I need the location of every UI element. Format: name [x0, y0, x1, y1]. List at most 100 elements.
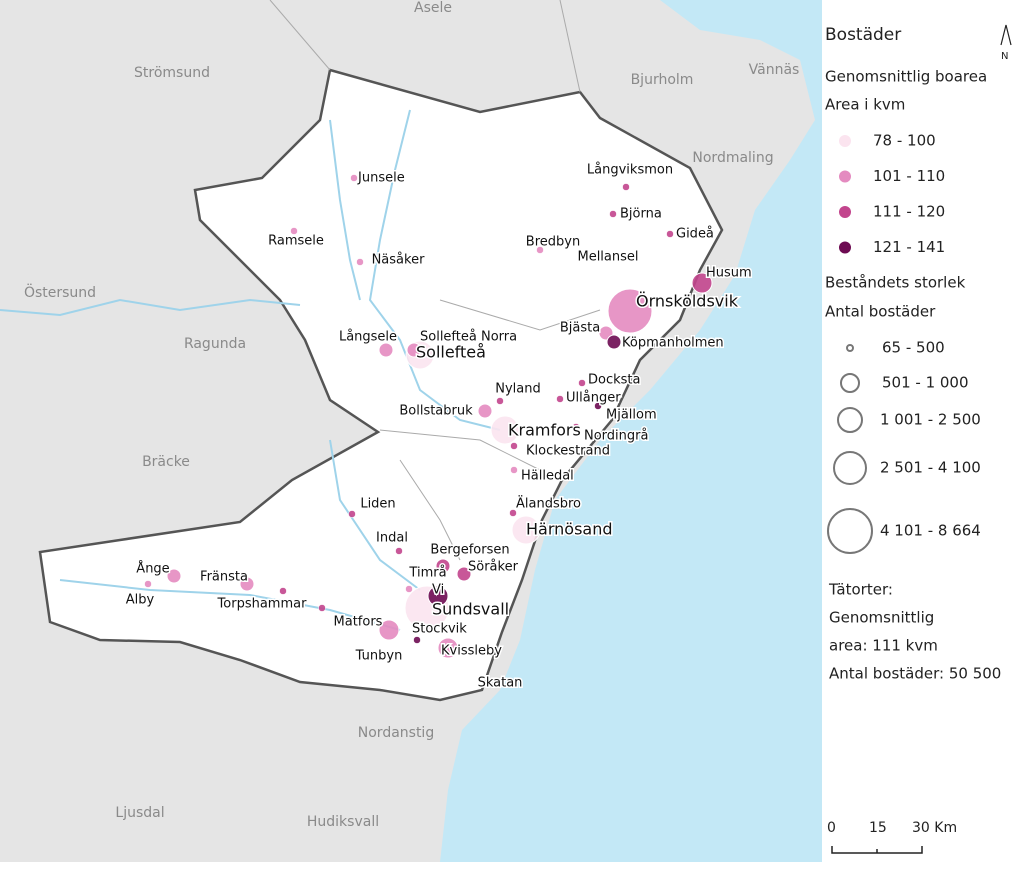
settlement-marker — [691, 272, 713, 294]
settlement-label: Fränsta — [200, 570, 248, 585]
settlement-label: Alby — [126, 593, 155, 608]
settlement-label: Timrå — [408, 566, 446, 581]
legend-label: 501 - 1 000 — [882, 374, 969, 392]
settlement-label: Köpmanholmen — [622, 336, 724, 351]
settlement-marker — [509, 509, 517, 517]
north-label: N — [1001, 51, 1008, 62]
settlement-label: Matfors — [334, 615, 383, 630]
settlement-marker — [378, 619, 400, 641]
settlement-marker — [511, 515, 541, 545]
settlement-label: Husum — [706, 266, 752, 281]
settlement-marker — [510, 442, 518, 450]
settlement-label: Söråker — [468, 560, 519, 575]
settlement-marker — [413, 636, 421, 644]
settlement-marker — [588, 252, 596, 260]
settlement-label: Sollefteå Norra — [420, 330, 517, 345]
settlement-label: Mellansel — [577, 250, 638, 265]
settlement-marker — [622, 183, 630, 191]
legend-size — [840, 373, 860, 393]
settlement-label: Vi — [432, 583, 444, 598]
settlement-label: Hälledal — [521, 469, 574, 484]
settlement-label: Klockestrand — [526, 444, 610, 459]
settlement-label: Björna — [620, 207, 662, 222]
settlement-marker — [456, 566, 472, 582]
settlement-label: Junsele — [357, 171, 405, 186]
settlement-marker — [378, 342, 394, 358]
legend-size — [837, 407, 863, 433]
background-place: Strömsund — [134, 65, 210, 81]
settlement-label: Ånge — [136, 561, 169, 577]
legend-swatch — [839, 241, 851, 254]
background-place: Ljusdal — [115, 805, 164, 821]
settlement-label: Nordingrå — [584, 429, 648, 444]
legend-label: 78 - 100 — [873, 132, 936, 150]
legend-note: area: 111 kvm — [829, 637, 938, 655]
settlement-label: Sollefteå — [416, 343, 486, 362]
legend-label: 101 - 110 — [873, 167, 945, 185]
legend-swatch — [839, 206, 851, 218]
region — [38, 68, 724, 702]
legend-size — [846, 344, 854, 352]
settlement-label: Örnsköldsvik — [636, 292, 739, 311]
legend-label: 111 - 120 — [873, 203, 945, 221]
settlement-marker — [144, 580, 152, 588]
settlement-label: Nyland — [495, 382, 541, 397]
settlement-marker — [427, 585, 449, 607]
settlement-marker — [536, 246, 544, 254]
north-arrow — [1000, 24, 1012, 46]
settlement-label: Kvissleby — [441, 644, 502, 659]
settlement-marker — [572, 423, 580, 431]
legend-heading: Antal bostäder — [825, 303, 936, 321]
legend-title: Bostäder — [825, 25, 901, 45]
legend-size — [833, 451, 867, 485]
settlement-label: Mjällom — [606, 408, 657, 423]
settlement-marker — [406, 342, 422, 358]
legend-label: 121 - 141 — [873, 238, 945, 256]
settlement-marker — [318, 604, 326, 612]
background-place: Bräcke — [142, 454, 190, 470]
settlement-marker — [496, 397, 504, 405]
settlement-label: Näsåker — [372, 253, 425, 268]
sea — [440, 0, 822, 862]
settlement-marker — [356, 258, 364, 266]
settlement-marker — [606, 334, 622, 350]
settlement-label: Gideå — [676, 227, 714, 242]
scale-label: 0 — [827, 820, 836, 836]
settlement-label: Liden — [360, 497, 395, 512]
legend-heading: Area i kvm — [825, 96, 905, 114]
legend-heading: Genomsnittlig boarea — [825, 68, 987, 86]
settlement-marker — [490, 415, 520, 445]
settlement-marker — [166, 568, 182, 584]
background-place: Hudiksvall — [307, 814, 379, 830]
borders — [269, 0, 601, 561]
settlement-marker — [578, 379, 586, 387]
settlement-label: Skatan — [478, 676, 523, 691]
settlement-label: Sundsvall — [432, 600, 509, 619]
legend-note: Antal bostäder: 50 500 — [829, 665, 1001, 683]
legend-label: 65 - 500 — [882, 339, 945, 357]
settlement-marker — [395, 547, 403, 555]
legend-size — [827, 508, 873, 554]
settlement-label: Tunbyn — [355, 649, 403, 664]
background-place: Nordmaling — [692, 150, 773, 166]
legend: Bostäder Genomsnittlig boarea Area i kvm… — [822, 0, 1024, 866]
settlement-label: Ullånger — [566, 391, 621, 406]
settlement-marker — [556, 395, 564, 403]
legend-label: 1 001 - 2 500 — [880, 411, 981, 429]
scale-label: 30 Km — [912, 820, 957, 836]
settlement-marker — [510, 466, 518, 474]
settlement-label: Långviksmon — [587, 163, 673, 178]
legend-swatch — [839, 135, 851, 147]
background-place: Nordanstig — [358, 725, 434, 741]
settlement-label: Bergeforsen — [430, 543, 509, 558]
settlement-marker — [290, 227, 298, 235]
settlement-label: Bredbyn — [526, 235, 580, 250]
settlement-marker — [609, 210, 617, 218]
background-place: Östersund — [24, 283, 96, 301]
background-place: Asele — [414, 0, 452, 16]
settlement-marker — [279, 587, 287, 595]
settlement-label: Indal — [376, 531, 408, 546]
settlement-label: Ramsele — [268, 234, 324, 249]
settlement-marker — [239, 576, 255, 592]
